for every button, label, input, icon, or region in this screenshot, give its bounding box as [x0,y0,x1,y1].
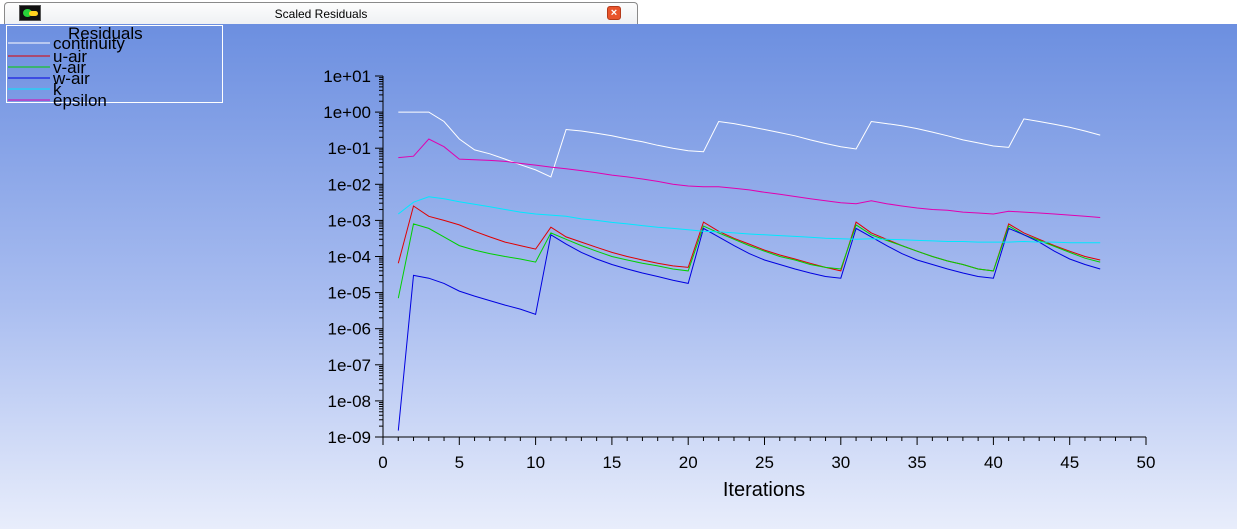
x-tick-label: 20 [679,453,698,472]
legend-label-u-air: u-air [53,47,87,66]
fluent-app-icon [19,5,41,21]
chart-title: Residuals [68,24,143,43]
y-tick-label: 1e-08 [328,392,371,411]
legend-label-epsilon: epsilon [53,91,107,110]
legend-label-continuity: continuity [53,34,125,53]
y-tick-label: 1e+00 [323,103,371,122]
close-icon[interactable]: × [607,6,621,20]
x-tick-label: 10 [526,453,545,472]
y-tick-label: 1e+01 [323,67,371,86]
series-line-k [397,196,1101,244]
x-tick-label: 25 [755,453,774,472]
legend-label-k: k [53,80,62,99]
legend-label-v-air: v-air [53,58,86,77]
y-tick-label: 1e-03 [328,211,371,230]
x-tick-label: 35 [908,453,927,472]
series-lines [397,111,1101,431]
tab-title: Scaled Residuals [274,7,368,21]
tab-bar: Scaled Residuals × [0,0,1237,25]
y-tick-label: 1e-05 [328,284,371,303]
y-tick-label: 1e-04 [328,248,371,267]
series-line-w-air [397,227,1101,431]
x-tick-label: 15 [602,453,621,472]
x-tick-label: 45 [1060,453,1079,472]
y-tick-label: 1e-07 [328,356,371,375]
y-tick-label: 1e-06 [328,320,371,339]
x-tick-label: 30 [831,453,850,472]
y-tick-label: 1e-01 [328,139,371,158]
x-tick-label: 40 [984,453,1003,472]
y-tick-label: 1e-02 [328,175,371,194]
tab-scaled-residuals[interactable]: Scaled Residuals × [4,2,638,25]
series-line-v-air [397,223,1101,299]
series-line-continuity [398,111,1101,178]
x-tick-label: 5 [455,453,464,472]
series-line-u-air [397,205,1101,272]
x-tick-label: 50 [1137,453,1156,472]
y-tick-label: 1e-09 [328,428,371,447]
series-line-epsilon [398,138,1101,218]
legend-box [6,25,223,103]
residuals-plot-area: 1e-09 1e-08 1e-07 1e-06 1e-05 1e-04 1e-03 1e-02… [0,24,1237,529]
residuals-chart: 1e-09 1e-08 1e-07 1e-06 1e-05 1e-04 1e-03 1e-02… [8,24,1155,501]
legend-label-w-air: w-air [52,69,90,88]
x-tick-label: 0 [378,453,387,472]
axes: 1e-09 1e-08 1e-07 1e-06 1e-05 1e-04 1e-03 1e-02… [323,67,1155,472]
x-axis-label: Iterations [723,479,805,501]
